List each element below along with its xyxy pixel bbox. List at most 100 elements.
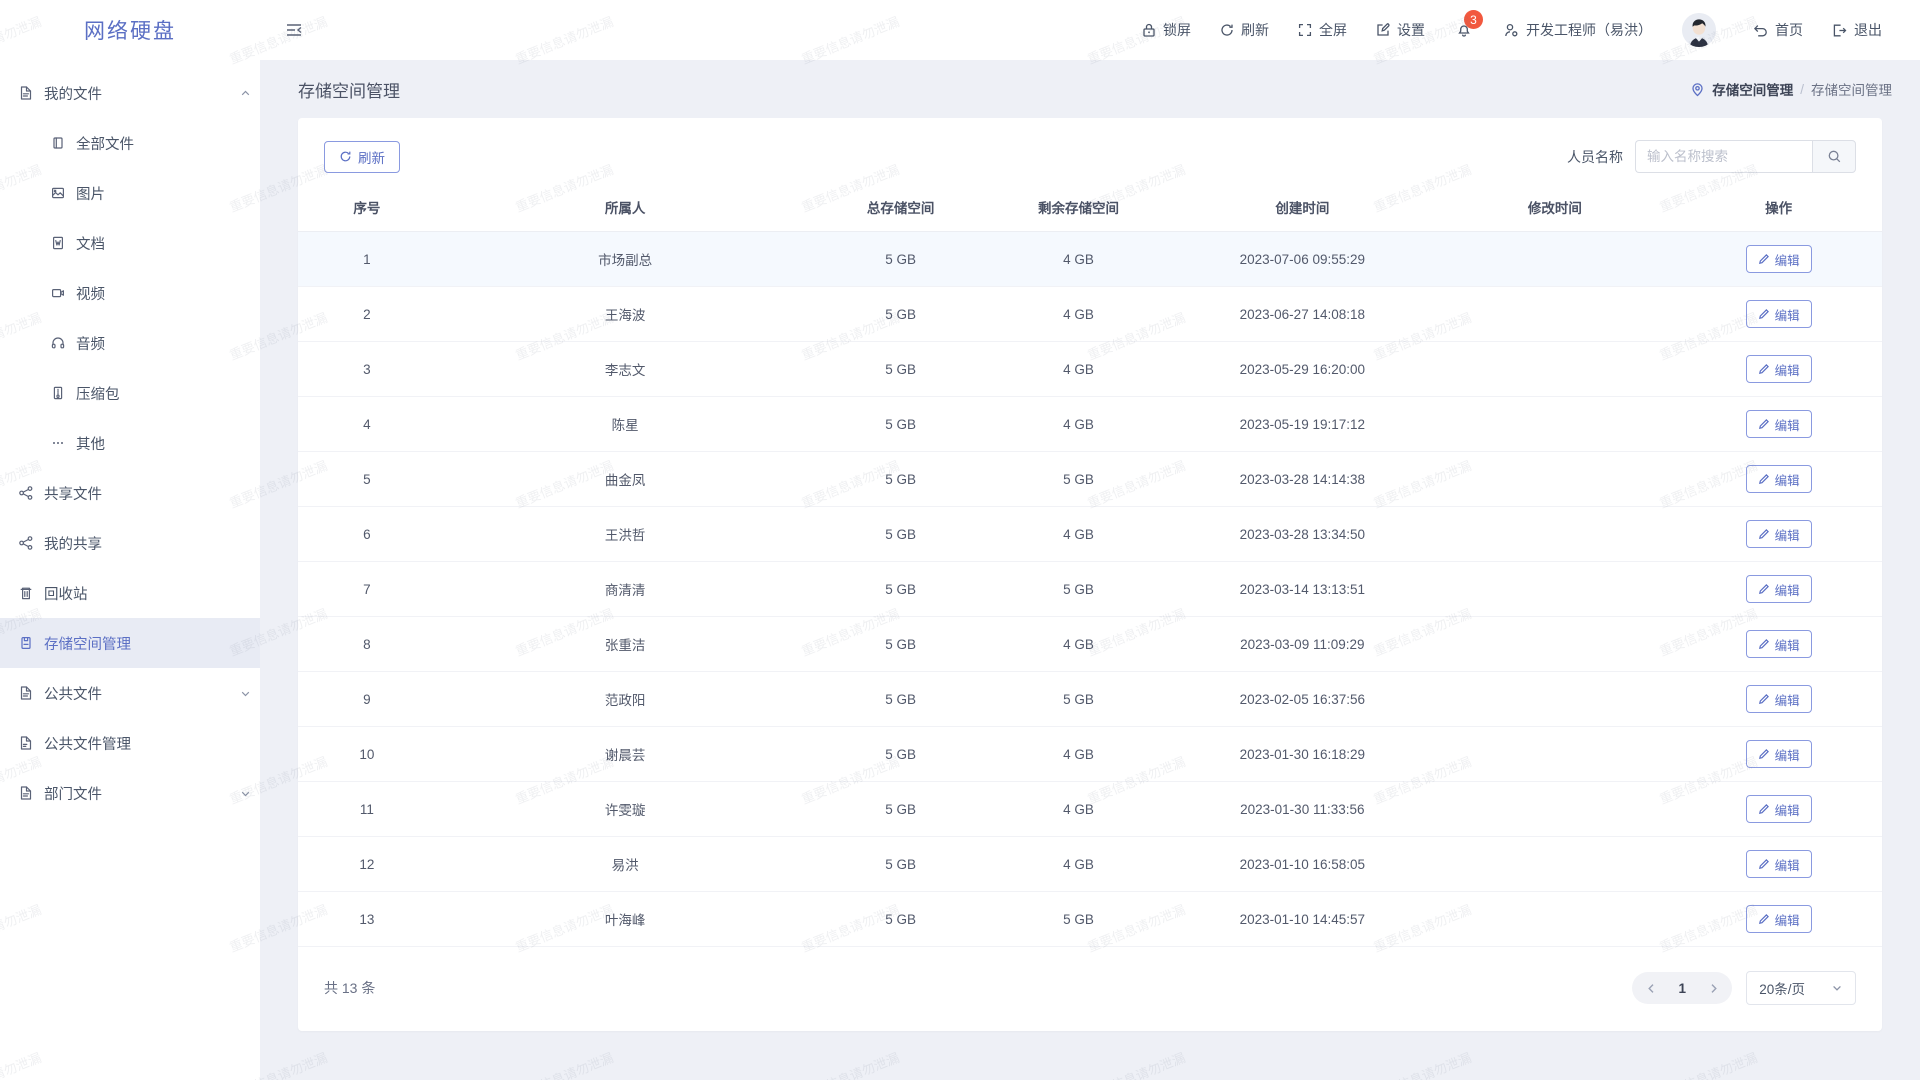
sidebar-item-9[interactable]: 我的共享 [0,518,260,568]
cell-modified-time [1434,396,1676,452]
cell-created-time: 2023-03-28 13:34:50 [1170,506,1435,562]
home-button[interactable]: 首页 [1738,20,1817,40]
table-row[interactable]: 1 市场副总 5 GB 4 GB 2023-07-06 09:55:29 编辑 [298,231,1882,287]
sidebar-item-6[interactable]: 压缩包 [0,368,260,418]
chevron-down-icon[interactable] [230,787,260,800]
pencil-icon [1758,308,1770,320]
table-row[interactable]: 3 李志文 5 GB 4 GB 2023-05-29 16:20:00 编辑 [298,341,1882,397]
table-row[interactable]: 13 叶海峰 5 GB 5 GB 2023-01-10 14:45:57 编辑 [298,891,1882,947]
cell-owner: 张重洁 [435,616,815,672]
cell-created-time: 2023-05-19 19:17:12 [1170,396,1435,452]
chevron-right-icon[interactable] [1700,975,1726,1001]
fullscreen-button[interactable]: 全屏 [1283,20,1361,40]
edit-button[interactable]: 编辑 [1745,795,1812,823]
sidebar-item-label: 视频 [76,286,105,303]
notification-button[interactable]: 3 [1439,10,1489,39]
table-row[interactable]: 5 曲金凤 5 GB 5 GB 2023-03-28 14:14:38 编辑 [298,451,1882,507]
sidebar-item-2[interactable]: 图片 [0,168,260,218]
sidebar-item-8[interactable]: 共享文件 [0,468,260,518]
refresh-label: 刷新 [1241,22,1269,38]
breadcrumb-separator: / [1800,81,1804,97]
search-input[interactable] [1635,140,1812,173]
cell-remaining-space: 4 GB [986,231,1171,287]
table-row[interactable]: 2 王海波 5 GB 4 GB 2023-06-27 14:08:18 编辑 [298,286,1882,342]
avatar[interactable] [1682,13,1716,47]
cell-created-time: 2023-07-06 09:55:29 [1170,231,1435,287]
edit-button[interactable]: 编辑 [1745,850,1812,878]
cell-index: 6 [298,506,436,562]
settings-button[interactable]: 设置 [1361,20,1439,40]
edit-button[interactable]: 编辑 [1745,685,1812,713]
edit-button[interactable]: 编辑 [1745,410,1812,438]
pencil-icon [1758,363,1770,375]
edit-button[interactable]: 编辑 [1745,740,1812,768]
cell-index: 3 [298,341,436,397]
breadcrumb-item-1[interactable]: 存储空间管理 [1712,83,1794,98]
edit-button[interactable]: 编辑 [1745,245,1812,273]
page-size-select[interactable]: 20条/页 [1746,971,1856,1005]
notification-badge: 3 [1464,10,1483,29]
fullscreen-label: 全屏 [1319,22,1347,38]
cell-created-time: 2023-03-14 13:13:51 [1170,561,1435,617]
edit-button[interactable]: 编辑 [1745,905,1812,933]
table-row[interactable]: 6 王洪哲 5 GB 4 GB 2023-03-28 13:34:50 编辑 [298,506,1882,562]
sidebar-item-4[interactable]: 视频 [0,268,260,318]
search-button[interactable] [1812,140,1856,173]
table-row[interactable]: 8 张重洁 5 GB 4 GB 2023-03-09 11:09:29 编辑 [298,616,1882,672]
chevron-left-icon[interactable] [1638,975,1664,1001]
cell-owner: 范政阳 [435,671,815,727]
user-role-label: 开发工程师（易洪） [1526,22,1652,38]
edit-button[interactable]: 编辑 [1745,465,1812,493]
column-header-owner: 所属人 [435,187,815,232]
breadcrumb-item-2[interactable]: 存储空间管理 [1811,83,1892,98]
cell-action: 编辑 [1675,451,1882,507]
table-row[interactable]: 12 易洪 5 GB 4 GB 2023-01-10 16:58:05 编辑 [298,836,1882,892]
sidebar-item-13[interactable]: 公共文件管理 [0,718,260,768]
edit-button[interactable]: 编辑 [1745,630,1812,658]
table-row[interactable]: 7 商清清 5 GB 5 GB 2023-03-14 13:13:51 编辑 [298,561,1882,617]
sidebar-item-0[interactable]: 我的文件 [0,68,260,118]
cell-total-space: 5 GB [814,781,987,837]
edit-label: 编辑 [1774,583,1800,598]
document-icon [50,235,76,251]
chevron-up-icon[interactable] [230,87,260,100]
sidebar-item-14[interactable]: 部门文件 [0,768,260,818]
collapse-sidebar-icon[interactable] [280,16,308,44]
table-head: 序号 所属人 总存储空间 剩余存储空间 创建时间 修改时间 操作 [298,187,1882,232]
edit-button[interactable]: 编辑 [1745,355,1812,383]
table-row[interactable]: 10 谢晨芸 5 GB 4 GB 2023-01-30 16:18:29 编辑 [298,726,1882,782]
sidebar-item-10[interactable]: 回收站 [0,568,260,618]
sidebar-item-1[interactable]: 全部文件 [0,118,260,168]
table-row[interactable]: 4 陈星 5 GB 4 GB 2023-05-19 19:17:12 编辑 [298,396,1882,452]
edit-button[interactable]: 编辑 [1745,575,1812,603]
sidebar-item-5[interactable]: 音频 [0,318,260,368]
sidebar-item-11[interactable]: 存储空间管理 [0,618,260,668]
audio-icon [50,335,76,351]
cell-index: 8 [298,616,436,672]
edit-button[interactable]: 编辑 [1745,520,1812,548]
cell-total-space: 5 GB [814,451,987,507]
home-label: 首页 [1775,22,1803,38]
copy-files-icon [50,135,76,151]
refresh-button[interactable]: 刷新 [1205,20,1283,40]
pagination: 1 20条/页 [1632,971,1856,1005]
edit-label: 编辑 [1774,363,1800,378]
pagination-current-page[interactable]: 1 [1678,980,1686,996]
sidebar-item-3[interactable]: 文档 [0,218,260,268]
sidebar-item-12[interactable]: 公共文件 [0,668,260,718]
cell-remaining-space: 4 GB [986,616,1171,672]
lock-screen-button[interactable]: 锁屏 [1127,20,1205,40]
user-role-button[interactable]: 开发工程师（易洪） [1489,20,1666,40]
chevron-down-icon[interactable] [230,687,260,700]
cell-created-time: 2023-03-09 11:09:29 [1170,616,1435,672]
location-icon [1690,82,1705,97]
edit-button[interactable]: 编辑 [1745,300,1812,328]
refresh-table-button[interactable]: 刷新 [324,140,400,173]
file-icon [18,785,44,801]
cell-total-space: 5 GB [814,341,987,397]
sidebar-item-7[interactable]: 其他 [0,418,260,468]
content-area: 存储空间管理 存储空间管理 / 存储空间管理 [260,60,1920,1080]
table-row[interactable]: 11 许雯璇 5 GB 4 GB 2023-01-30 11:33:56 编辑 [298,781,1882,837]
logout-button[interactable]: 退出 [1817,20,1896,40]
table-row[interactable]: 9 范政阳 5 GB 5 GB 2023-02-05 16:37:56 编辑 [298,671,1882,727]
